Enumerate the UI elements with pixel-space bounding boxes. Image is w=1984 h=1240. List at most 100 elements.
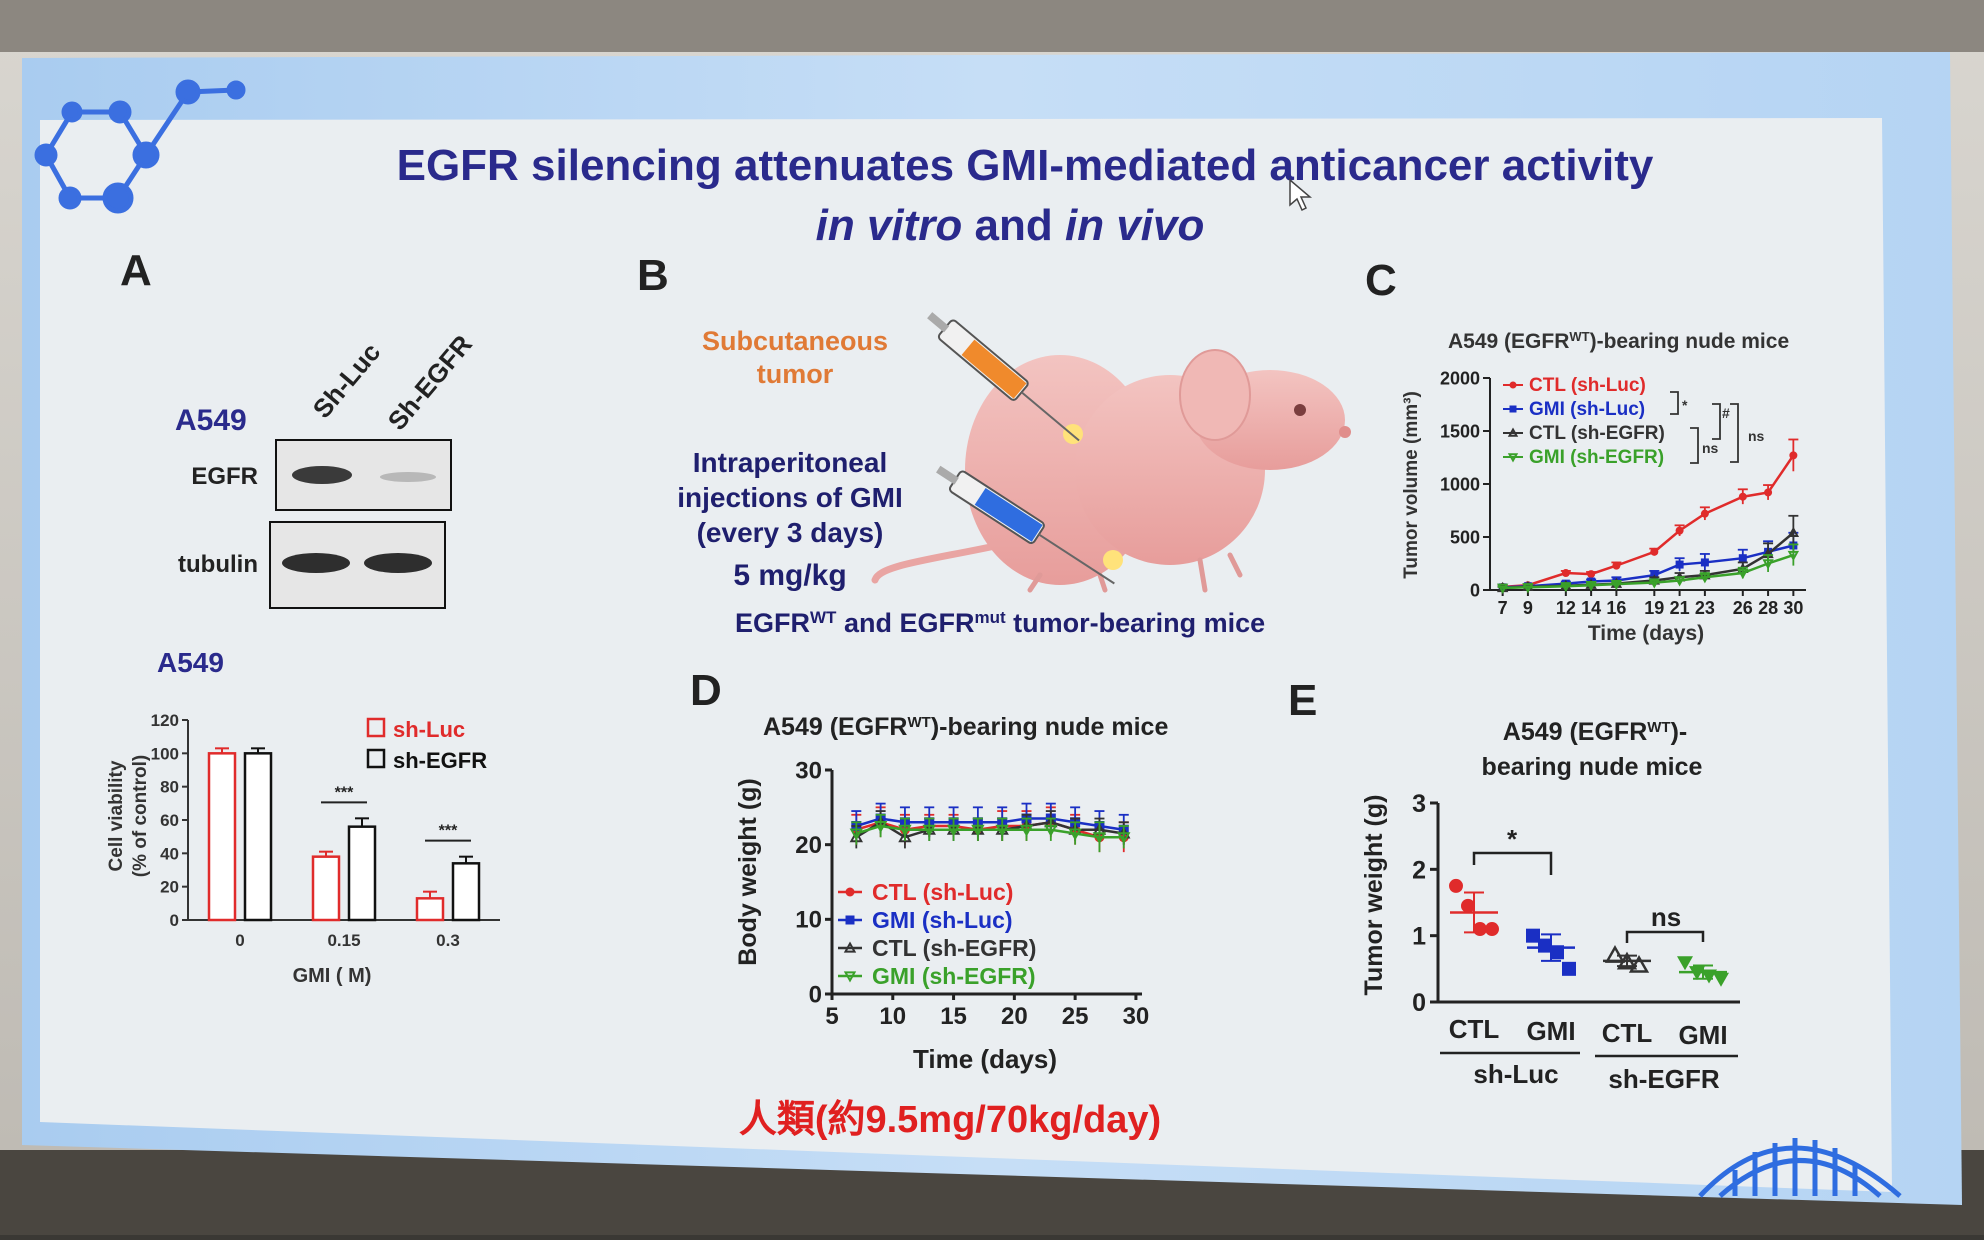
data-point-CTL (sh-Luc) (1650, 547, 1659, 556)
panel-letter-c: C (1365, 256, 1397, 305)
sig-e-bracket-1 (1472, 851, 1553, 875)
bar-chart-y-tick-label: 20 (160, 878, 179, 897)
point-CTL (sh-Luc) (1473, 922, 1487, 937)
panel-d-xlabel: Time (days) (913, 1044, 1057, 1074)
x-tick-label: 26 (1733, 598, 1753, 618)
point-CTL (sh-Luc) (1449, 878, 1463, 893)
data-point-GMI (sh-EGFR) (922, 824, 936, 837)
group-label-gmi-2: GMI (1678, 1020, 1727, 1050)
panel-letter-b: B (637, 251, 669, 300)
point-GMI (sh-Luc) (1562, 961, 1576, 976)
y-tick-label: 2000 (1440, 368, 1480, 388)
data-point-GMI (sh-EGFR) (1019, 824, 1034, 837)
point-GMI (sh-EGFR) (1677, 956, 1693, 971)
panel-d-title: A549 (EGFRWT)-bearing nude mice (763, 713, 1168, 741)
mice-sup-wt: WT (810, 608, 837, 627)
data-point-GMI (sh-EGFR) (1648, 578, 1661, 589)
label-every-3-days: (every 3 days) (697, 517, 884, 548)
data-point-CTL (sh-Luc) (1587, 570, 1596, 579)
x-tick-label: 15 (940, 1003, 967, 1030)
data-point-GMI (sh-EGFR) (849, 828, 864, 841)
bar-chart-title: A549 (157, 647, 224, 678)
bar-chart-y-tick-label: 120 (151, 711, 179, 730)
bar-chart-x-tick-label: 0.3 (436, 931, 460, 950)
data-point-GMI (sh-EGFR) (873, 821, 888, 834)
panel-d-ylabel: Body weight (g) (734, 778, 762, 965)
panel-letter-e: E (1288, 676, 1317, 725)
bar-sh-Luc (207, 752, 237, 922)
y-tick-label: 0 (809, 981, 822, 1008)
panel-e-marks: 0 1 2 3 (1412, 790, 1740, 1017)
panel-c-ylabel: Tumor volume (mm³) (1401, 391, 1422, 579)
legend-swatch-sh-luc (366, 717, 386, 738)
bar-chart-y-tick-label: 100 (151, 744, 179, 763)
legend-label: GMI (sh-EGFR) (872, 963, 1036, 989)
x-tick-label: 5 (825, 1003, 838, 1030)
panel-d-title-a: A549 (EGFR (763, 713, 907, 741)
sig-c-hash: # (1722, 405, 1730, 421)
panel-d-body-weight-chart: A549 (EGFRWT)-bearing nude mice Body wei… (734, 713, 1168, 1074)
x-tick-label: 7 (1498, 598, 1508, 618)
panel-c-xlabel: Time (days) (1588, 622, 1704, 645)
x-tick-label: 9 (1523, 598, 1533, 618)
group-label-ctl-1: CTL (1449, 1014, 1500, 1044)
bar-chart-y-tick-label: 0 (170, 911, 179, 930)
x-tick-label: 30 (1123, 1003, 1150, 1030)
mouse-cursor-icon (1289, 178, 1313, 212)
data-point-CTL (sh-EGFR) (898, 830, 912, 843)
legend-label: GMI (sh-Luc) (1529, 399, 1645, 420)
data-point-GMI (sh-Luc) (1738, 554, 1747, 563)
panel-c-title-b: )-bearing nude mice (1590, 330, 1790, 353)
x-tick-label: 10 (879, 1003, 906, 1030)
panel-a-bar-chart: A549 Cell viability (% of control) GMI (… (106, 647, 500, 987)
subtitle-and: and (962, 201, 1065, 250)
bar-chart-x-tick-label: 0.15 (327, 931, 360, 950)
legend-label: CTL (sh-EGFR) (1529, 423, 1665, 444)
data-point-GMI (sh-EGFR) (1673, 576, 1686, 587)
x-tick-label: 30 (1783, 598, 1803, 618)
bar-significance-label: *** (335, 784, 354, 801)
bar-sh-EGFR (347, 825, 377, 922)
legend-label: CTL (sh-Luc) (872, 879, 1013, 905)
human-dose-note: 人類(約9.5mg/70kg/day) (739, 1099, 1161, 1141)
legend-marker (843, 971, 857, 983)
y-tick-label: 30 (795, 757, 822, 784)
x-tick-label: 16 (1606, 598, 1626, 618)
mice-sup-mut: mut (974, 608, 1006, 627)
legend-label-sh-luc: sh-Luc (393, 717, 465, 742)
label-intraperitoneal: Intraperitoneal (693, 447, 887, 478)
data-point-GMI (sh-EGFR) (1762, 559, 1774, 570)
bar-chart-x-tick-label: 0 (235, 931, 244, 950)
point-CTL (sh-EGFR) (1616, 951, 1638, 970)
x-tick-label: 28 (1758, 598, 1778, 618)
panel-e-ylabel: Tumor weight (g) (1360, 795, 1388, 996)
label-tumor: tumor (757, 359, 834, 389)
panel-e-title-a: A549 (EGFR (1503, 718, 1647, 746)
data-point-GMI (sh-Luc) (1675, 560, 1684, 569)
data-point-CTL (sh-Luc) (1738, 492, 1747, 501)
panel-e-title-sup: WT (1647, 719, 1670, 736)
label-injections-of-gmi: injections of GMI (677, 482, 903, 513)
band-tubulin-sh-luc (282, 553, 350, 573)
y-tick-label: 1 (1412, 923, 1426, 951)
panel-b-schematic: Subcutaneous tumor Intraperitoneal injec… (677, 312, 1351, 639)
sig-c-ns-1: ns (1702, 440, 1719, 456)
y-tick-label: 1500 (1440, 421, 1480, 441)
label-tumor-bearing-mice: EGFRWT and EGFRmut tumor-bearing mice (735, 608, 1265, 639)
bar-significance-label: *** (439, 823, 458, 840)
y-tick-label: 10 (795, 907, 822, 934)
slide-title: EGFR silencing attenuates GMI-mediated a… (397, 141, 1654, 190)
data-point-CTL (sh-Luc) (1561, 569, 1570, 578)
data-point-GMI (sh-EGFR) (1092, 832, 1107, 845)
label-dose: 5 mg/kg (733, 559, 846, 592)
data-point-CTL (sh-Luc) (1764, 488, 1773, 497)
y-tick-label: 2 (1412, 856, 1426, 884)
data-point-GMI (sh-EGFR) (1068, 828, 1082, 841)
molecule-decoration-icon (34, 79, 246, 214)
bar-chart-ylabel-1: Cell viability (106, 760, 127, 871)
x-tick-label: 21 (1670, 598, 1690, 618)
panel-d-marks: 0 10 20 30 5 10 15 20 25 30 (795, 757, 1149, 1030)
mice-suffix: tumor-bearing mice (1006, 608, 1266, 638)
bar-sh-EGFR (451, 862, 481, 922)
legend-swatch-sh-egfr (366, 748, 386, 769)
